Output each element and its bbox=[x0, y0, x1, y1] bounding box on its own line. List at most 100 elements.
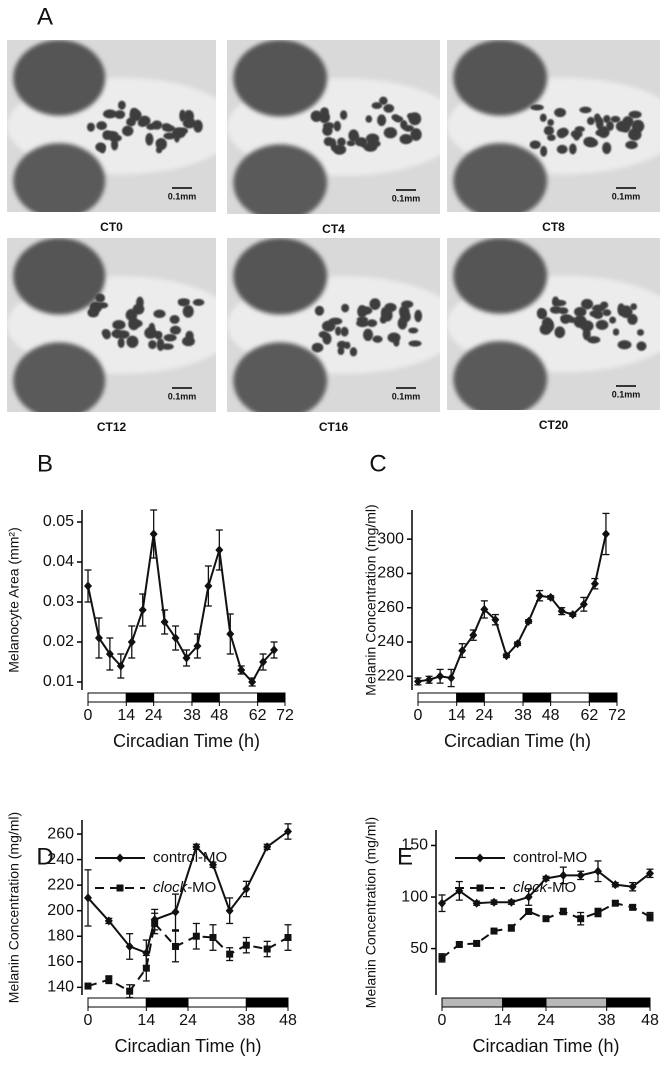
micrograph: 0.1mm bbox=[447, 238, 660, 410]
melanocyte bbox=[359, 306, 373, 315]
melanocyte bbox=[335, 326, 342, 336]
x-tick-label: 0 bbox=[84, 1012, 93, 1029]
x-tick-label: 62 bbox=[580, 707, 598, 724]
melanocyte bbox=[354, 137, 367, 147]
melanocyte bbox=[617, 340, 632, 350]
data-point bbox=[226, 629, 235, 639]
data-point bbox=[151, 919, 159, 927]
x-tick-label: 24 bbox=[537, 1012, 555, 1029]
melanocyte bbox=[402, 135, 413, 143]
micrograph: 0.1mm bbox=[227, 40, 440, 214]
data-point bbox=[507, 924, 515, 932]
y-axis-title: Melanin Concentration (mg/ml) bbox=[6, 812, 22, 1003]
x-tick-label: 48 bbox=[542, 707, 560, 724]
image-caption: CT4 bbox=[322, 222, 345, 236]
melanocyte bbox=[115, 330, 130, 339]
data-point bbox=[105, 649, 114, 659]
image-content bbox=[7, 40, 216, 212]
x-tick-label: 24 bbox=[145, 707, 163, 724]
scale-label: 0.1mm bbox=[392, 391, 421, 401]
legend-marker bbox=[116, 853, 124, 863]
data-point bbox=[524, 616, 533, 626]
data-point bbox=[425, 675, 434, 685]
melanocyte bbox=[108, 134, 122, 142]
data-point bbox=[525, 907, 533, 915]
data-point bbox=[263, 842, 272, 852]
melanocyte bbox=[586, 116, 595, 126]
data-point bbox=[192, 842, 201, 852]
melanocyte bbox=[414, 309, 423, 323]
y-axis-title: Melanin Concentration (mg/ml) bbox=[363, 504, 379, 695]
melanocyte bbox=[346, 140, 356, 147]
data-point bbox=[248, 677, 257, 687]
data-point bbox=[126, 987, 134, 995]
y-tick-label: 160 bbox=[47, 953, 74, 970]
micrograph: 0.1mm bbox=[7, 238, 216, 412]
data-point bbox=[414, 676, 422, 686]
data-point bbox=[629, 903, 637, 911]
melanocyte bbox=[400, 311, 411, 323]
data-point bbox=[490, 897, 498, 907]
light-dark-segment bbox=[417, 692, 458, 703]
data-point bbox=[513, 639, 522, 649]
scale-label: 0.1mm bbox=[612, 191, 641, 201]
melanocyte bbox=[322, 122, 335, 130]
data-point bbox=[84, 982, 92, 990]
light-dark-segment bbox=[145, 997, 189, 1008]
light-dark-segment bbox=[245, 997, 289, 1008]
y-tick-label: 0.01 bbox=[43, 673, 74, 690]
melanocyte bbox=[136, 296, 144, 309]
melanocyte bbox=[121, 125, 134, 137]
data-point bbox=[284, 934, 292, 942]
melanocyte bbox=[383, 104, 395, 113]
melanocyte bbox=[102, 330, 111, 340]
light-dark-segment bbox=[191, 692, 220, 703]
image-content bbox=[227, 238, 440, 412]
y-tick-label: 300 bbox=[377, 530, 404, 547]
light-dark-segment bbox=[87, 692, 127, 703]
melanocyte bbox=[169, 314, 180, 324]
data-point bbox=[209, 860, 217, 870]
data-point bbox=[473, 939, 481, 947]
melanocyte bbox=[582, 328, 591, 341]
light-dark-segment bbox=[550, 692, 590, 703]
melanocyte bbox=[339, 110, 348, 120]
melanocyte bbox=[384, 302, 397, 313]
y-tick-label: 280 bbox=[377, 565, 404, 582]
melanocyte bbox=[328, 317, 343, 325]
data-point bbox=[226, 950, 234, 958]
melanocyte bbox=[366, 319, 378, 328]
melanocyte bbox=[356, 319, 370, 328]
y-tick-label: 260 bbox=[47, 825, 74, 842]
data-point bbox=[263, 945, 271, 953]
melanocyte bbox=[117, 337, 125, 348]
melanocyte bbox=[95, 142, 106, 152]
melanocyte bbox=[391, 114, 400, 121]
melanocyte bbox=[377, 114, 387, 127]
melanocyte bbox=[97, 302, 109, 309]
eye bbox=[13, 40, 106, 116]
melanocyte bbox=[161, 343, 174, 350]
melanocyte bbox=[365, 133, 380, 144]
data-point bbox=[502, 651, 511, 661]
data-point bbox=[438, 898, 446, 908]
data-point bbox=[149, 529, 158, 539]
melanocyte bbox=[530, 104, 544, 111]
image-caption: CT0 bbox=[100, 220, 123, 234]
melanocyte bbox=[163, 132, 176, 140]
legend-label: clock-MO bbox=[153, 879, 216, 896]
x-tick-label: 0 bbox=[414, 707, 423, 724]
melanocyte bbox=[543, 125, 555, 136]
melanocyte bbox=[408, 340, 422, 347]
x-tick-label: 0 bbox=[438, 1012, 447, 1029]
melanocyte bbox=[587, 336, 601, 344]
data-point bbox=[559, 870, 568, 880]
data-point bbox=[577, 915, 585, 923]
data-point bbox=[490, 927, 498, 935]
y-tick-label: 220 bbox=[377, 668, 404, 685]
melanocyte bbox=[602, 309, 612, 317]
melanocyte bbox=[177, 298, 190, 305]
data-point bbox=[138, 605, 147, 615]
data-point bbox=[270, 645, 279, 655]
data-point bbox=[193, 641, 202, 651]
